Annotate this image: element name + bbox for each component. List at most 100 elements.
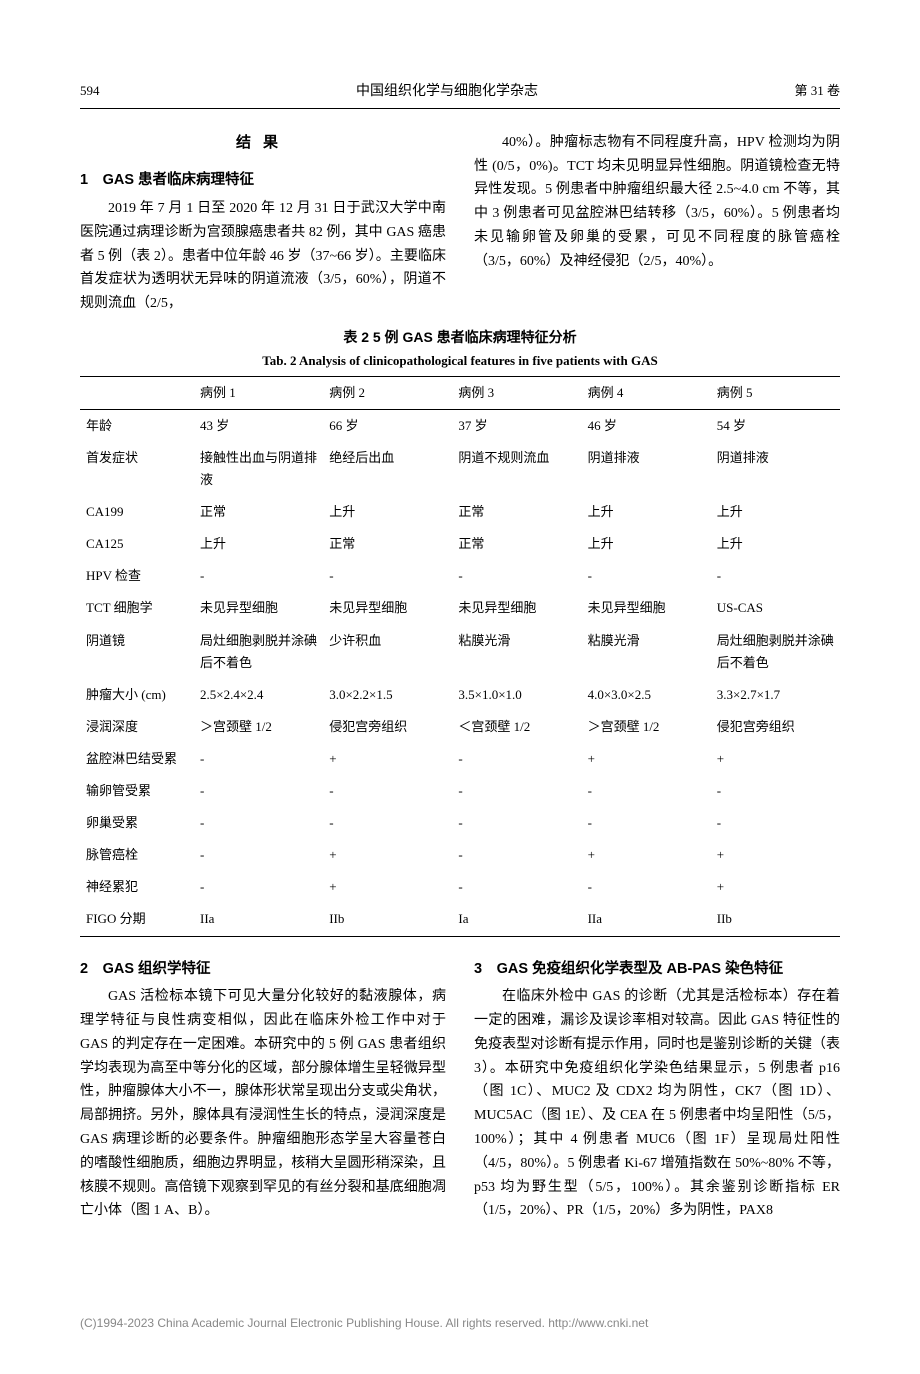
table-cell: - (452, 807, 581, 839)
page-number: 594 (80, 80, 100, 102)
section2-heading: 2 GAS 组织学特征 (80, 957, 446, 982)
upper-two-column: 结果 1 GAS 患者临床病理特征 2019 年 7 月 1 日至 2020 年… (80, 131, 840, 316)
table-row: 神经累犯-+--+ (80, 871, 840, 903)
table-cell: TCT 细胞学 (80, 592, 194, 624)
table2: 病例 1病例 2病例 3病例 4病例 5 年龄43 岁66 岁37 岁46 岁5… (80, 376, 840, 937)
table-cell: - (582, 560, 711, 592)
table-cell: CA125 (80, 528, 194, 560)
table-header-cell: 病例 3 (452, 376, 581, 409)
table-cell: 粘膜光滑 (582, 625, 711, 679)
table-cell: 脉管癌栓 (80, 839, 194, 871)
table-cell: 3.0×2.2×1.5 (323, 679, 452, 711)
table-cell: 局灶细胞剥脱并涂碘后不着色 (194, 625, 323, 679)
table-cell: - (582, 775, 711, 807)
table-cell: IIb (323, 903, 452, 936)
table-cell: - (582, 871, 711, 903)
table2-caption-cn: 表 2 5 例 GAS 患者临床病理特征分析 (80, 326, 840, 350)
journal-title: 中国组织化学与细胞化学杂志 (100, 80, 795, 104)
table-cell: - (323, 560, 452, 592)
table-cell: 上升 (323, 496, 452, 528)
table-cell: + (323, 839, 452, 871)
table-row: CA125上升正常正常上升上升 (80, 528, 840, 560)
table-cell: 粘膜光滑 (452, 625, 581, 679)
table-cell: 阴道排液 (582, 442, 711, 496)
table-cell: ＞宫颈壁 1/2 (582, 711, 711, 743)
table-cell: 输卵管受累 (80, 775, 194, 807)
table-cell: - (452, 775, 581, 807)
table-row: 卵巢受累----- (80, 807, 840, 839)
table-cell: 上升 (711, 528, 840, 560)
table-cell: 接触性出血与阴道排液 (194, 442, 323, 496)
table-cell: 46 岁 (582, 409, 711, 442)
table-cell: US-CAS (711, 592, 840, 624)
table-cell: 未见异型细胞 (452, 592, 581, 624)
table-cell: - (452, 743, 581, 775)
table-cell: - (194, 839, 323, 871)
section3-heading: 3 GAS 免疫组织化学表型及 AB-PAS 染色特征 (474, 957, 840, 982)
table-row: 盆腔淋巴结受累-+-++ (80, 743, 840, 775)
table-cell: HPV 检查 (80, 560, 194, 592)
table-cell: 未见异型细胞 (323, 592, 452, 624)
table-row: HPV 检查----- (80, 560, 840, 592)
section1-para2: 40%）。肿瘤标志物有不同程度升高，HPV 检测均为阴性 (0/5，0%)。TC… (474, 131, 840, 274)
table-header-cell: 病例 2 (323, 376, 452, 409)
volume-label: 第 31 卷 (794, 80, 840, 102)
section3-para: 在临床外检中 GAS 的诊断（尤其是活检标本）存在着一定的困难，漏诊及误诊率相对… (474, 985, 840, 1223)
table-cell: 局灶细胞剥脱并涂碘后不着色 (711, 625, 840, 679)
table-cell: - (194, 871, 323, 903)
table-cell: - (323, 807, 452, 839)
page-footer: (C)1994-2023 China Academic Journal Elec… (80, 1313, 840, 1333)
section1-heading: 1 GAS 患者临床病理特征 (80, 168, 446, 193)
table-cell: 37 岁 (452, 409, 581, 442)
table-row: 年龄43 岁66 岁37 岁46 岁54 岁 (80, 409, 840, 442)
table-cell: 66 岁 (323, 409, 452, 442)
table-cell: 正常 (323, 528, 452, 560)
table-cell: 正常 (194, 496, 323, 528)
table-cell: 阴道不规则流血 (452, 442, 581, 496)
table-cell: + (711, 839, 840, 871)
table-cell: 年龄 (80, 409, 194, 442)
table-row: 脉管癌栓-+-++ (80, 839, 840, 871)
table-cell: - (711, 775, 840, 807)
table-cell: ＞宫颈壁 1/2 (194, 711, 323, 743)
table-cell: CA199 (80, 496, 194, 528)
results-heading: 结果 (80, 131, 446, 157)
page-header: 594 中国组织化学与细胞化学杂志 第 31 卷 (80, 80, 840, 109)
table-cell: IIa (582, 903, 711, 936)
table-cell: 上升 (582, 496, 711, 528)
table-cell: ＜宫颈壁 1/2 (452, 711, 581, 743)
table-cell: 首发症状 (80, 442, 194, 496)
table-cell: 正常 (452, 528, 581, 560)
table-cell: - (194, 560, 323, 592)
table-cell: + (711, 871, 840, 903)
table-cell: Ia (452, 903, 581, 936)
table-cell: 浸润深度 (80, 711, 194, 743)
table-cell: - (323, 775, 452, 807)
table-cell: + (711, 743, 840, 775)
table-row: 浸润深度＞宫颈壁 1/2侵犯宫旁组织＜宫颈壁 1/2＞宫颈壁 1/2侵犯宫旁组织 (80, 711, 840, 743)
table-cell: 神经累犯 (80, 871, 194, 903)
table-cell: 未见异型细胞 (194, 592, 323, 624)
table-row: TCT 细胞学未见异型细胞未见异型细胞未见异型细胞未见异型细胞US-CAS (80, 592, 840, 624)
table-cell: 上升 (582, 528, 711, 560)
table-cell: 3.5×1.0×1.0 (452, 679, 581, 711)
table-cell: + (323, 871, 452, 903)
table2-caption-en: Tab. 2 Analysis of clinicopathological f… (80, 350, 840, 372)
table-cell: - (194, 775, 323, 807)
table-row: FIGO 分期IIaIIbIaIIaIIb (80, 903, 840, 936)
table-cell: - (452, 839, 581, 871)
table-cell: 侵犯宫旁组织 (323, 711, 452, 743)
table-header-cell: 病例 5 (711, 376, 840, 409)
table-cell: 3.3×2.7×1.7 (711, 679, 840, 711)
table-cell: IIb (711, 903, 840, 936)
table-cell: 绝经后出血 (323, 442, 452, 496)
table-row: 首发症状接触性出血与阴道排液绝经后出血阴道不规则流血阴道排液阴道排液 (80, 442, 840, 496)
table-cell: - (711, 560, 840, 592)
table-cell: 正常 (452, 496, 581, 528)
table-cell: 未见异型细胞 (582, 592, 711, 624)
table-cell: + (323, 743, 452, 775)
table-cell: 盆腔淋巴结受累 (80, 743, 194, 775)
table-cell: - (452, 871, 581, 903)
table-row: CA199正常上升正常上升上升 (80, 496, 840, 528)
table-cell: + (582, 743, 711, 775)
